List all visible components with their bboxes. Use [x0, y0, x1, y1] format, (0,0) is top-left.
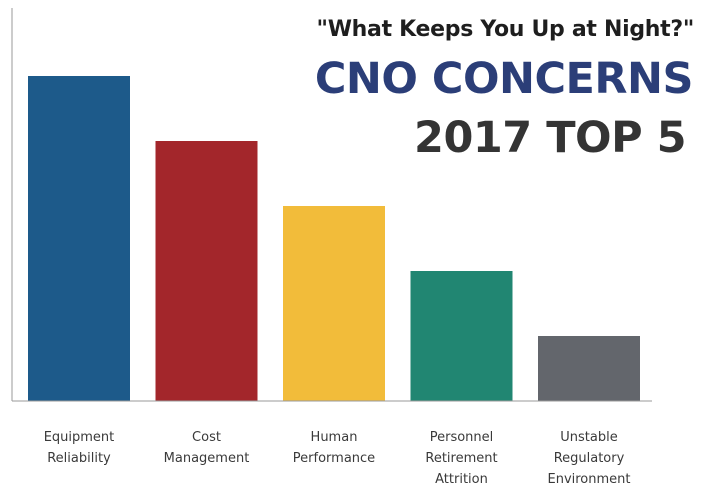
category-label-3: Human Performance [293, 430, 375, 466]
category-label-line: Unstable [560, 430, 617, 445]
category-labels: Equipment Reliability Cost Management Human P… [44, 430, 631, 485]
chart-subtitle: "What Keeps You Up at Night?" [317, 17, 694, 42]
category-label-line: Regulatory [554, 451, 625, 466]
category-label-line: Equipment [44, 430, 115, 445]
category-label-line: Environment [547, 472, 630, 485]
category-label-line: Personnel [430, 430, 494, 445]
category-label-line: Reliability [47, 451, 111, 466]
category-label-line: Cost [192, 430, 221, 445]
category-label-line: Human [311, 430, 358, 445]
bar-1 [28, 76, 130, 401]
category-label-4: Personnel Retirement Attrition [425, 430, 497, 485]
bar-5 [538, 336, 640, 401]
bars-group [28, 76, 640, 401]
category-label-1: Equipment Reliability [44, 430, 115, 466]
category-label-line: Retirement [425, 451, 497, 466]
chart-title-line-2: 2017 TOP 5 [414, 113, 686, 163]
category-label-line: Performance [293, 451, 375, 466]
chart-title-line-1: CNO CONCERNS [315, 54, 693, 104]
bar-3 [283, 206, 385, 401]
category-label-line: Attrition [435, 472, 488, 485]
bar-4 [410, 271, 513, 401]
bar-2 [155, 141, 258, 401]
category-label-5: Unstable Regulatory Environment [547, 430, 630, 485]
category-label-2: Cost Management [164, 430, 250, 466]
category-label-line: Management [164, 451, 250, 466]
